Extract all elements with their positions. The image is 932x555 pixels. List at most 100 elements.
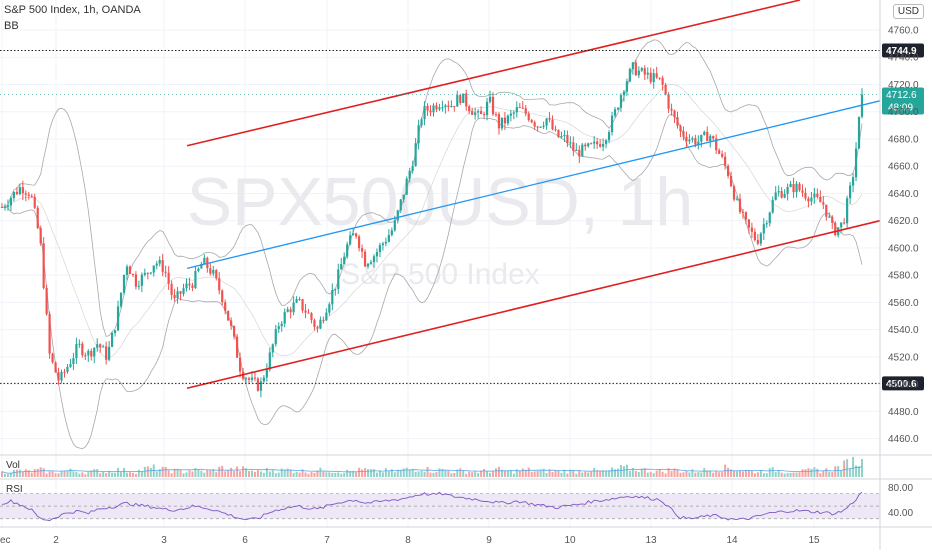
volume-bar bbox=[658, 469, 661, 477]
volume-bar bbox=[837, 466, 840, 477]
volume-bar bbox=[432, 472, 435, 477]
volume-bar bbox=[304, 472, 307, 477]
candle-body bbox=[539, 126, 542, 128]
candle-body bbox=[90, 350, 93, 357]
x-tick-label: 2 bbox=[53, 535, 59, 546]
volume-bar bbox=[230, 467, 233, 477]
volume-bar bbox=[411, 468, 414, 477]
currency-button[interactable]: USD bbox=[892, 4, 924, 19]
last-price-label: 4712.6 bbox=[886, 90, 917, 101]
volume-bar bbox=[816, 468, 819, 477]
candle-body bbox=[191, 285, 194, 288]
candle-body bbox=[164, 271, 167, 273]
candle-body bbox=[732, 186, 736, 200]
volume-bar bbox=[176, 468, 179, 477]
candle-body bbox=[587, 143, 590, 147]
volume-bar bbox=[492, 470, 495, 477]
candle-body bbox=[36, 207, 39, 229]
volume-bar bbox=[6, 474, 9, 477]
indicator-label[interactable]: BB bbox=[4, 20, 19, 32]
volume-bar bbox=[218, 466, 221, 477]
volume-bar bbox=[795, 472, 798, 477]
candle-body bbox=[664, 84, 667, 95]
candle-body bbox=[334, 288, 337, 290]
candle-body bbox=[99, 344, 102, 348]
y-tick-label: 4560.0 bbox=[888, 298, 919, 309]
candle-body bbox=[673, 110, 676, 118]
volume-bar bbox=[637, 472, 640, 477]
volume-bar bbox=[137, 469, 140, 477]
volume-bar bbox=[298, 472, 301, 477]
volume-bar bbox=[247, 470, 250, 477]
candle-body bbox=[57, 372, 60, 381]
rsi-pane-label[interactable]: RSI bbox=[6, 484, 23, 495]
candle-body bbox=[700, 134, 703, 142]
volume-bar bbox=[396, 469, 399, 477]
candle-body bbox=[48, 314, 51, 354]
countdown-label: 48:09 bbox=[888, 103, 913, 114]
candle-body bbox=[310, 313, 313, 321]
volume-bar bbox=[798, 472, 801, 477]
candle-body bbox=[715, 138, 718, 151]
y-tick-label: 4600.0 bbox=[888, 243, 919, 254]
candle-body bbox=[331, 289, 334, 305]
volume-bar bbox=[619, 465, 622, 477]
y-tick-label: 4700.0 bbox=[888, 107, 919, 118]
candle-body bbox=[721, 153, 724, 157]
volume-bar bbox=[221, 465, 224, 477]
candle-body bbox=[143, 272, 146, 275]
volume-bar bbox=[453, 472, 456, 477]
volume-bar bbox=[289, 469, 292, 477]
volume-bar bbox=[149, 467, 152, 477]
candle-body bbox=[575, 149, 578, 152]
candle-body bbox=[384, 241, 387, 244]
candle-body bbox=[340, 264, 343, 270]
volume-bar bbox=[310, 472, 313, 477]
volume-bar bbox=[831, 472, 834, 477]
volume-bar bbox=[295, 471, 298, 477]
candle-body bbox=[444, 105, 447, 108]
volume-bar bbox=[334, 472, 337, 477]
volume-bar bbox=[512, 473, 515, 477]
x-tick-label: 7 bbox=[324, 535, 330, 546]
candle-body bbox=[741, 212, 745, 214]
volume-pane-label[interactable]: Vol bbox=[6, 460, 20, 471]
candle-body bbox=[810, 197, 813, 202]
candle-body bbox=[387, 235, 390, 242]
candle-body bbox=[494, 114, 498, 116]
candle-body bbox=[93, 347, 96, 357]
x-tick-label: 3 bbox=[161, 535, 167, 546]
volume-bar bbox=[494, 468, 497, 477]
y-tick-label: 4520.0 bbox=[888, 352, 919, 363]
candle-body bbox=[640, 68, 643, 71]
candle-body bbox=[712, 136, 715, 139]
candle-body bbox=[105, 346, 108, 360]
volume-bar bbox=[566, 473, 569, 477]
candle-body bbox=[298, 299, 301, 301]
candle-body bbox=[726, 165, 730, 176]
volume-bar bbox=[224, 471, 227, 477]
candle-body bbox=[655, 73, 658, 78]
candle-body bbox=[328, 304, 331, 313]
y-tick-label: 4620.0 bbox=[888, 216, 919, 227]
volume-bar bbox=[846, 459, 849, 477]
volume-bar bbox=[554, 470, 557, 477]
candle-body bbox=[682, 131, 685, 137]
candle-body bbox=[786, 186, 789, 194]
volume-bar bbox=[462, 470, 465, 477]
candle-body bbox=[24, 193, 27, 195]
candle-body bbox=[462, 93, 465, 103]
volume-bar bbox=[372, 469, 375, 477]
volume-bar bbox=[108, 470, 111, 477]
candle-body bbox=[265, 369, 268, 378]
bollinger-basis bbox=[1, 84, 863, 359]
candle-body bbox=[602, 144, 605, 147]
candle-body bbox=[360, 248, 364, 252]
candle-body bbox=[497, 114, 501, 129]
volume-bar bbox=[346, 469, 349, 477]
volume-bar bbox=[509, 469, 512, 477]
candle-body bbox=[795, 183, 798, 193]
volume-bar bbox=[715, 471, 718, 477]
